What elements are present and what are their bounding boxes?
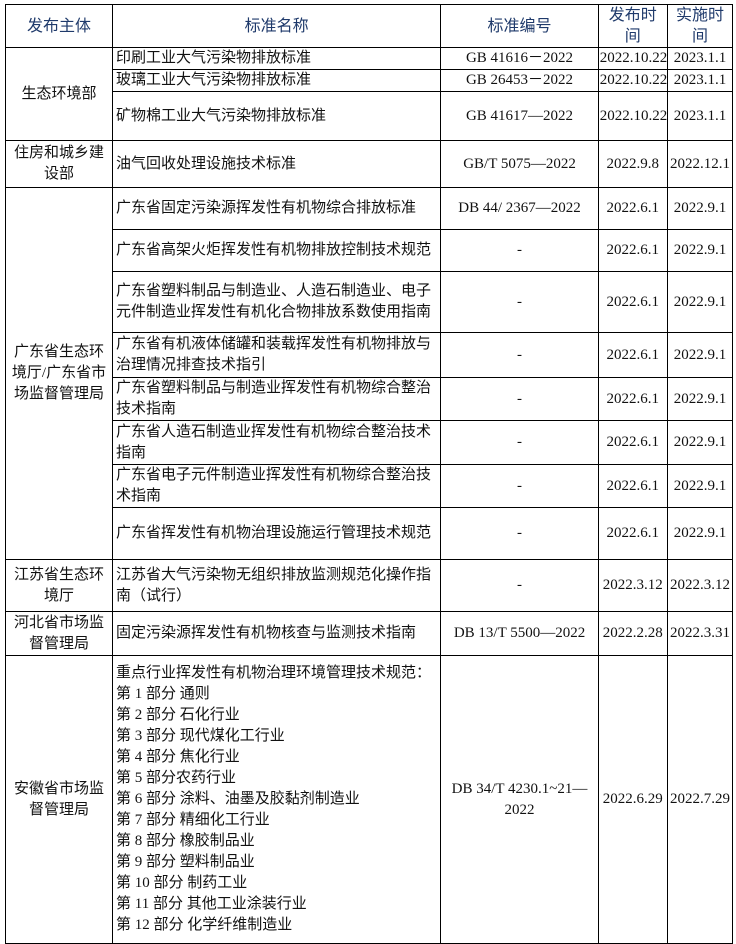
standard-name: 广东省人造石制造业挥发性有机物综合整治技术指南 (111, 420, 442, 465)
issue-date: 2022.10.22 (597, 91, 668, 141)
standard-name: 玻璃工业大气污染物排放标准 (111, 69, 442, 92)
standard-name: 广东省有机液体储罐和装载挥发性有机物排放与治理情况排查技术指引 (111, 332, 442, 378)
effective-date: 2022.3.31 (666, 611, 734, 656)
standard-name: 广东省高架火炬挥发性有机物排放控制技术规范 (111, 229, 442, 272)
table-row: 矿物棉工业大气污染物排放标准 GB 41617—2022 2022.10.22 202… (6, 91, 734, 141)
issue-date: 2022.6.29 (597, 655, 668, 944)
issuer-cell: 安徽省市场监督管理局 (5, 655, 113, 944)
standard-code: - (440, 507, 599, 560)
standard-code: - (440, 464, 599, 508)
table-row: 江苏省生态环境厅 江苏省大气污染物无组织排放监测规范化操作指南（试行） -2022.… (5, 559, 734, 612)
standard-code: - (440, 377, 599, 421)
effective-date: 2022.3.12 (666, 559, 734, 612)
issue-date: 2022.2.28 (597, 611, 668, 656)
effective-date: 2022.9.1 (666, 377, 734, 421)
effective-date: 2022.9.1 (666, 187, 734, 230)
standard-name: 油气回收处理设施技术标准 (111, 140, 442, 188)
effective-date: 2022.12.1 (666, 140, 734, 188)
standard-name: 重点行业挥发性有机物治理环境管理技术规范： 第 1 部分 通则 第 2 部分 石… (111, 655, 442, 944)
issue-date: 2022.6.1 (597, 420, 668, 465)
table-row: 广东省人造石制造业挥发性有机物综合整治技术指南 -2022.6.1 2022.9.1 (6, 420, 734, 465)
standard-name: 广东省塑料制品与制造业、人造石制造业、电子元件制造业挥发性有机化合物排放系数使用… (111, 271, 442, 333)
issue-date: 2022.6.1 (597, 271, 668, 333)
effective-date: 2023.1.1 (666, 47, 734, 70)
effective-date: 2022.9.1 (666, 507, 734, 560)
effective-date: 2022.9.1 (666, 271, 734, 333)
issue-date: 2022.3.12 (597, 559, 668, 612)
effective-date: 2022.9.1 (666, 420, 734, 465)
header-issuer: 发布主体 (5, 4, 113, 48)
effective-date: 2022.9.1 (666, 229, 734, 272)
issuer-cell: 生态环境部 (5, 47, 113, 141)
effective-date: 2023.1.1 (666, 69, 734, 92)
standard-name: 广东省挥发性有机物治理设施运行管理技术规范 (111, 507, 442, 560)
header-issued: 发布时间 (597, 4, 668, 48)
standard-name: 广东省塑料制品与制造业挥发性有机物综合整治技术指南 (111, 377, 442, 421)
issue-date: 2022.6.1 (597, 187, 668, 230)
table-row: 广东省有机液体储罐和装载挥发性有机物排放与治理情况排查技术指引 -2022.6.1… (6, 332, 734, 378)
standard-code: GB 26453－2022 (440, 69, 599, 92)
standard-name: 矿物棉工业大气污染物排放标准 (111, 91, 442, 141)
table-row: 安徽省市场监督管理局 重点行业挥发性有机物治理环境管理技术规范： 第 1 部分 通… (5, 655, 734, 944)
effective-date: 2022.9.1 (666, 332, 734, 378)
header-effective: 实施时间 (666, 4, 734, 48)
issue-date: 2022.10.22 (597, 47, 668, 70)
issuer-cell: 河北省市场监督管理局 (5, 611, 113, 656)
standard-name: 印刷工业大气污染物排放标准 (111, 47, 442, 70)
table-row: 广东省塑料制品与制造业挥发性有机物综合整治技术指南 -2022.6.1 2022.9… (6, 377, 734, 421)
header-name: 标准名称 (111, 4, 442, 48)
standard-code: - (440, 559, 599, 612)
issue-date: 2022.6.1 (597, 464, 668, 508)
header-code: 标准编号 (440, 4, 599, 48)
standard-code: DB 44/ 2367—2022 (440, 187, 599, 230)
issue-date: 2022.6.1 (597, 332, 668, 378)
effective-date: 2022.7.29 (666, 655, 734, 944)
table-row: 玻璃工业大气污染物排放标准 GB 26453－2022 2022.10.22 2023… (6, 69, 734, 92)
standard-code: - (440, 229, 599, 272)
standard-name: 江苏省大气污染物无组织排放监测规范化操作指南（试行） (111, 559, 442, 612)
table-row: 生态环境部 印刷工业大气污染物排放标准 GB 41616－2022 2022.10.2… (5, 47, 734, 141)
standards-table: 发布主体 标准名称 标准编号 发布时间 实施时间 生态环境部 印刷工业大气污染物排… (5, 4, 734, 944)
table-row: 河北省市场监督管理局 固定污染源挥发性有机物核查与监测技术指南 DB 13/T 55… (5, 611, 734, 656)
effective-date: 2022.9.1 (666, 464, 734, 508)
issue-date: 2022.6.1 (597, 377, 668, 421)
issuer-cell: 江苏省生态环境厅 (5, 559, 113, 612)
standard-code: DB 13/T 5500—2022 (440, 611, 599, 656)
table-row: 广东省电子元件制造业挥发性有机物综合整治技术指南 -2022.6.1 2022.9.… (6, 464, 734, 508)
standard-code: - (440, 420, 599, 465)
issue-date: 2022.6.1 (597, 507, 668, 560)
header-row: 发布主体 标准名称 标准编号 发布时间 实施时间 (5, 4, 734, 48)
standard-code: - (440, 271, 599, 333)
issuer-cell: 住房和城乡建设部 (5, 140, 113, 188)
standard-name: 固定污染源挥发性有机物核查与监测技术指南 (111, 611, 442, 656)
issue-date: 2022.6.1 (597, 229, 668, 272)
standard-name: 广东省电子元件制造业挥发性有机物综合整治技术指南 (111, 464, 442, 508)
table-row: 广东省塑料制品与制造业、人造石制造业、电子元件制造业挥发性有机化合物排放系数使用… (6, 271, 734, 333)
standard-code: GB 41617—2022 (440, 91, 599, 141)
standard-code: GB 41616－2022 (440, 47, 599, 70)
table-row: 住房和城乡建设部 油气回收处理设施技术标准 GB/T 5075—2022 2022.9… (5, 140, 734, 188)
table-row: 广东省挥发性有机物治理设施运行管理技术规范 -2022.6.1 2022.9.1 (6, 507, 734, 560)
standard-code: GB/T 5075—2022 (440, 140, 599, 188)
effective-date: 2023.1.1 (666, 91, 734, 141)
issue-date: 2022.9.8 (597, 140, 668, 188)
issue-date: 2022.10.22 (597, 69, 668, 92)
table-row: 广东省生态环境厅/广东省市场监督管理局 广东省固定污染源挥发性有机物综合排放标准 D… (5, 187, 734, 560)
table-row: 广东省高架火炬挥发性有机物排放控制技术规范 -2022.6.1 2022.9.1 (6, 229, 734, 272)
issuer-cell: 广东省生态环境厅/广东省市场监督管理局 (5, 187, 113, 560)
standard-name: 广东省固定污染源挥发性有机物综合排放标准 (111, 187, 442, 230)
standard-code: - (440, 332, 599, 378)
standard-code: DB 34/T 4230.1~21—2022 (440, 655, 599, 944)
